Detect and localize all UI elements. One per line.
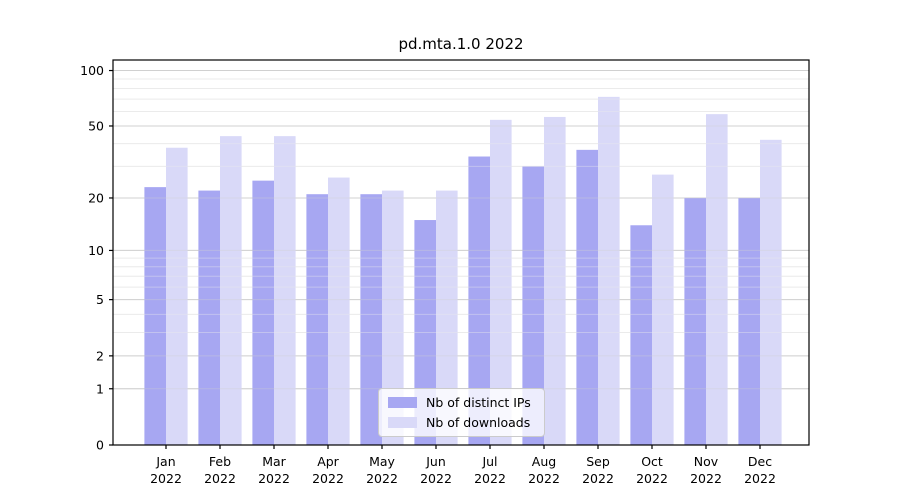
bar-ips-sep (576, 149, 598, 445)
bar-ips-nov (684, 197, 706, 445)
bar-downloads-dec (760, 139, 782, 446)
x-tick-label-year: 2022 (150, 471, 182, 486)
bar-downloads-aug (544, 116, 566, 446)
bar-ips-jul (468, 156, 490, 445)
x-tick-label-month: Dec (748, 454, 772, 469)
x-tick-label-year: 2022 (690, 471, 722, 486)
x-tick-label-year: 2022 (474, 471, 506, 486)
y-tick-label: 10 (88, 243, 104, 258)
bar-downloads-oct (652, 174, 674, 445)
y-tick-label: 1 (96, 381, 104, 396)
x-tick-label-year: 2022 (420, 471, 452, 486)
bar-ips-feb (198, 190, 220, 445)
x-tick-label-month: Jul (481, 454, 497, 469)
bar-ips-jan (144, 187, 166, 445)
legend-item-distinct-ips: Nb of distinct IPs (388, 395, 536, 410)
bar-downloads-jul (490, 119, 512, 445)
legend-label-downloads: Nb of downloads (426, 415, 531, 430)
x-tick-label-year: 2022 (204, 471, 236, 486)
x-tick-label-year: 2022 (582, 471, 614, 486)
legend: Nb of distinct IPs Nb of downloads (378, 388, 545, 437)
x-tick-label-year: 2022 (744, 471, 776, 486)
x-tick-label-year: 2022 (366, 471, 398, 486)
y-tick-label: 2 (96, 348, 104, 363)
x-tick-label-year: 2022 (312, 471, 344, 486)
axes-spines (112, 59, 810, 446)
x-tick-label-year: 2022 (636, 471, 668, 486)
x-tick-label-month: Oct (641, 454, 663, 469)
x-tick-label-month: Apr (317, 454, 339, 469)
bar-downloads-sep (598, 96, 620, 445)
x-tick-label-month: Nov (694, 454, 719, 469)
bar-downloads-may (382, 190, 404, 445)
bar-downloads-feb (220, 136, 242, 446)
y-tick-label: 0 (96, 438, 104, 453)
x-tick-label-month: Jun (425, 454, 446, 469)
legend-swatch-distinct-ips (388, 397, 417, 408)
x-tick-label-month: May (369, 454, 395, 469)
x-tick-label-month: Mar (262, 454, 286, 469)
bar-downloads-nov (706, 114, 728, 446)
x-tick-label-month: Jan (155, 454, 175, 469)
x-tick-label-month: Feb (209, 454, 231, 469)
bar-ips-oct (630, 225, 652, 445)
bar-ips-apr (306, 194, 328, 445)
y-tick-label: 20 (88, 190, 104, 205)
x-tick-label-year: 2022 (528, 471, 560, 486)
y-tick-label: 5 (96, 292, 104, 307)
bar-ips-mar (252, 180, 274, 445)
x-tick-label-year: 2022 (258, 471, 290, 486)
bar-ips-may (360, 194, 382, 445)
legend-label-distinct-ips: Nb of distinct IPs (426, 395, 531, 410)
bar-downloads-apr (328, 177, 350, 445)
bar-ips-dec (738, 197, 760, 445)
legend-item-downloads: Nb of downloads (388, 415, 536, 430)
legend-swatch-downloads (388, 417, 417, 428)
bar-downloads-jun (436, 190, 458, 445)
y-tick-label: 100 (80, 63, 104, 78)
x-tick-label-month: Aug (532, 454, 556, 469)
bar-ips-aug (522, 166, 544, 445)
x-tick-label-month: Sep (586, 454, 610, 469)
chart-title: pd.mta.1.0 2022 (398, 35, 524, 53)
y-tick-label: 50 (88, 118, 104, 133)
bar-downloads-jan (166, 147, 188, 446)
bar-downloads-mar (274, 136, 296, 446)
